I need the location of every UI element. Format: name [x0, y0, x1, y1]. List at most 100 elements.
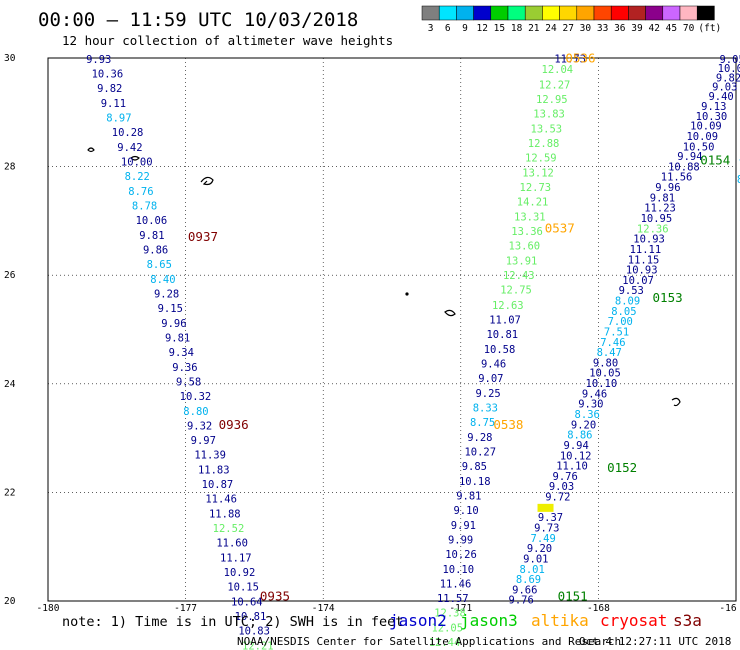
- map-gridlines: [48, 58, 736, 601]
- wave-height-label: 10.10: [586, 378, 618, 390]
- colorbar-swatch: [645, 5, 664, 21]
- wave-height-label: 10.81: [486, 329, 518, 341]
- wave-height-label: 8.05: [611, 306, 636, 318]
- wave-height-label: 12.05: [431, 622, 463, 634]
- wave-height-label: 10.64: [231, 596, 263, 608]
- wave-height-label: 10.50: [683, 141, 715, 153]
- wave-height-label: 11.17: [220, 552, 252, 564]
- satellite-pass-labels: 0937 0936 0935 0536 0537 0538 0154 0153 0152 0151: [188, 50, 730, 603]
- wave-height-label: 9.03: [549, 481, 574, 493]
- longitude-tick-label: -174: [312, 603, 335, 614]
- colorbar-label: 9: [462, 23, 468, 34]
- wave-height-label: 9.76: [509, 595, 534, 607]
- legend-item-jason3: jason3: [460, 611, 518, 630]
- wave-height-label: 9.40: [708, 91, 733, 103]
- wave-height-label: 9.73: [534, 522, 559, 534]
- wave-height-label: 7.49: [531, 533, 556, 545]
- colorbar-label: 33: [597, 23, 608, 34]
- wave-height-labels: 9.93 10.36 9.82 9.11 8.97 10.28 9.42 10.00 8.22 8…: [86, 53, 740, 650]
- island-outlines: [87, 147, 681, 407]
- wave-height-label: 8.36: [575, 409, 600, 421]
- colorbar-label: 42: [648, 23, 659, 34]
- wave-height-label: 8.69: [516, 574, 541, 586]
- wave-height-label: 10.12: [560, 450, 592, 462]
- latitude-tick-label: 30: [4, 53, 16, 64]
- wave-height-label: 9.94: [677, 151, 702, 163]
- wave-height-label: 12.73: [520, 182, 552, 194]
- wave-height-label: 13.31: [514, 211, 546, 223]
- wave-height-label: 9.25: [475, 388, 500, 400]
- colorbar-swatch: [696, 5, 715, 21]
- wave-height-label: 9.28: [467, 432, 492, 444]
- wave-height-label: 12.04: [542, 64, 574, 76]
- page-subtitle: 12 hour collection of altimeter wave hei…: [62, 33, 393, 48]
- longitude-tick-label: -16: [719, 603, 736, 614]
- wave-height-label: 8.80: [183, 406, 208, 418]
- wave-height-label: 9.20: [527, 543, 552, 555]
- wave-height-label: 13.91: [506, 255, 538, 267]
- wave-height-label: 13.36: [511, 226, 543, 238]
- colorbar-label: 39: [631, 23, 643, 34]
- colorbar-swatch: [559, 5, 578, 21]
- wave-height-label: 11.10: [556, 461, 588, 473]
- wave-height-label: 12.43: [503, 270, 535, 282]
- map-tick-labels: -180 -177 -174 -171 -168 -16 30 28 26 24 22 20: [4, 53, 737, 614]
- wave-height-label: 9.34: [169, 347, 194, 359]
- wave-height-label: 9.80: [593, 357, 618, 369]
- wave-height-label: 10.09: [690, 121, 722, 133]
- wave-height-label: 10.05: [589, 368, 621, 380]
- wave-height-label: 9.42: [117, 142, 142, 154]
- pass-time-label: 0151: [558, 588, 588, 603]
- wave-height-label: 9.96: [161, 318, 186, 330]
- wave-height-label: 11.83: [198, 464, 230, 476]
- wave-height-label: 9.53: [619, 285, 644, 297]
- colorbar-swatch: [593, 5, 612, 21]
- wave-height-label: 7.: [739, 159, 740, 171]
- wave-height-label: 8.86: [567, 430, 592, 442]
- wave-height-label: 10.93: [633, 234, 665, 246]
- wave-height-label: 9.58: [176, 376, 201, 388]
- colorbar-swatch: [576, 5, 595, 21]
- wave-height-label: 11.56: [661, 172, 693, 184]
- credit-line: NOAA/NESDIS Center for Satellite Applica…: [237, 635, 621, 648]
- latitude-tick-label: 24: [4, 379, 16, 390]
- wave-height-label: 10.30: [696, 111, 728, 123]
- wave-height-label: 9.11: [101, 98, 126, 110]
- wave-height-label: 11.46: [205, 494, 237, 506]
- map-frame: [47, 57, 737, 602]
- wave-height-label: 8.75: [470, 417, 495, 429]
- wave-height-label: 9.97: [191, 435, 216, 447]
- latitude-tick-label: 26: [4, 270, 16, 281]
- pass-time-label: 0537: [545, 220, 575, 235]
- wave-height-label: 13.12: [522, 167, 554, 179]
- wave-height-label: 9.81: [139, 230, 164, 242]
- legend-item-s3a: s3a: [673, 611, 702, 630]
- island-shape: [130, 155, 140, 161]
- island-dot: [405, 292, 409, 296]
- wave-height-label: 9.05: [719, 54, 740, 66]
- wave-height-label: 8.33: [473, 402, 498, 414]
- colorbar-swatch: [662, 5, 681, 21]
- wave-height-label: 12.44: [429, 637, 461, 649]
- page-title: 00:00 – 11:59 UTC 10/03/2018: [38, 9, 358, 31]
- wave-height-label: 9.07: [478, 373, 503, 385]
- wave-height-label: 8.76: [128, 186, 153, 198]
- colorbar-label: 6: [445, 23, 451, 34]
- wave-height-label: 12.95: [536, 94, 568, 106]
- wave-height-label: 11.11: [630, 244, 662, 256]
- wave-height-label: 9.37: [538, 512, 563, 524]
- colorbar-label: 70: [683, 23, 695, 34]
- wave-height-label: 9.72: [545, 492, 570, 504]
- colorbar-swatch: [524, 5, 543, 21]
- satellite-legend: jason2 jason3 altika cryosat s3a: [389, 611, 702, 630]
- wave-height-colorbar: 3 6 9 12 15 18 21 24 27 30 33 36 39 42 45 70 (ft): [421, 5, 721, 34]
- wave-height-label: 8.01: [520, 564, 545, 576]
- wave-height-label: 12.38: [434, 608, 466, 620]
- wave-height-label: 13.60: [509, 241, 541, 253]
- longitude-tick-label: -180: [37, 603, 60, 614]
- legend-item-cryosat: cryosat: [600, 611, 667, 630]
- colorbar-label: 21: [528, 23, 540, 34]
- wave-height-label: 11.39: [194, 450, 226, 462]
- wave-height-label: 7.46: [600, 337, 625, 349]
